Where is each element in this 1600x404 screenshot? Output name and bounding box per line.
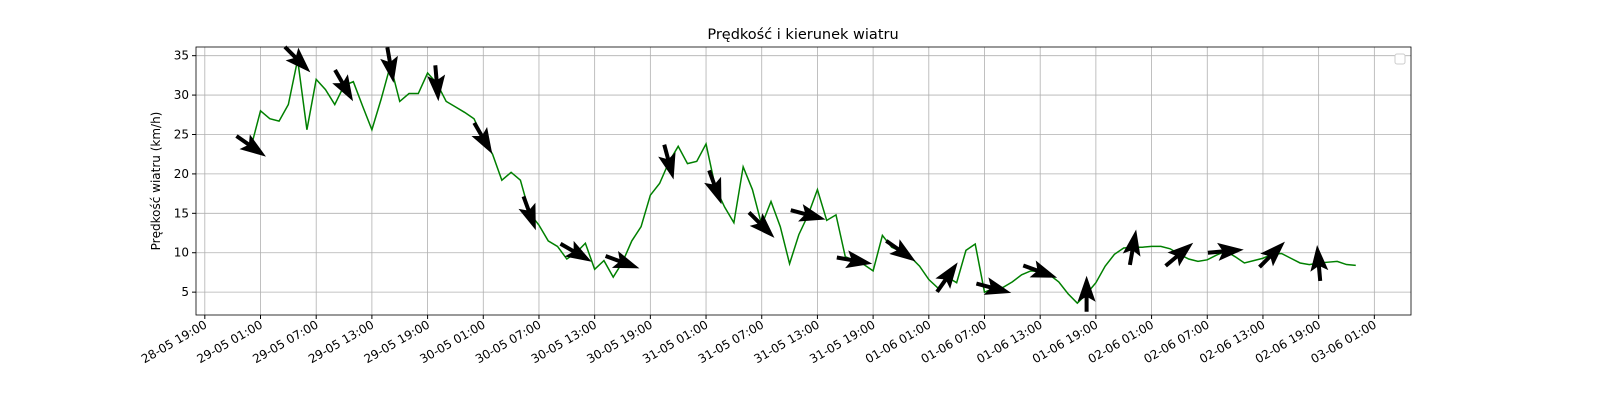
wind-arrow [658, 144, 676, 180]
y-tick-label: 30 [174, 88, 189, 102]
y-tick-label: 35 [174, 49, 189, 63]
y-tick-label: 5 [181, 285, 189, 299]
wind-arrow [1164, 242, 1194, 268]
wind-arrow [518, 195, 536, 231]
speed-line [250, 59, 1356, 305]
wind-arrow [747, 210, 775, 238]
wind-arrow [559, 240, 592, 262]
wind-arrow [283, 45, 311, 73]
wind-arrow [975, 277, 1012, 295]
wind-arrow [1122, 229, 1141, 266]
legend-box [1394, 53, 1406, 65]
wind-arrow [790, 204, 826, 222]
y-axis-label: Prędkość wiatru (km/h) [149, 112, 163, 251]
y-tick-label: 15 [174, 206, 189, 220]
wind-arrow [471, 121, 493, 155]
wind-arrow [1077, 275, 1096, 312]
wind-arrow [380, 47, 398, 83]
wind-arrow [704, 169, 722, 205]
wind-arrow [427, 65, 446, 102]
wind-arrow [1310, 245, 1329, 282]
y-tick-label: 25 [174, 127, 189, 141]
chart-title: Prędkość i kierunek wiatru [707, 27, 898, 43]
wind-arrow [836, 250, 873, 269]
wind-arrow [885, 239, 916, 262]
plot-frame [195, 46, 1412, 316]
wind-arrow [235, 134, 266, 157]
wind-arrow [935, 262, 958, 294]
wind-arrow [332, 69, 354, 102]
wind-arrow [1207, 242, 1244, 261]
wind-arrow [1022, 260, 1058, 278]
y-tick-label: 20 [174, 167, 189, 181]
wind-arrow [604, 250, 640, 269]
y-tick-label: 10 [174, 246, 189, 260]
wind-arrow [1258, 241, 1285, 269]
